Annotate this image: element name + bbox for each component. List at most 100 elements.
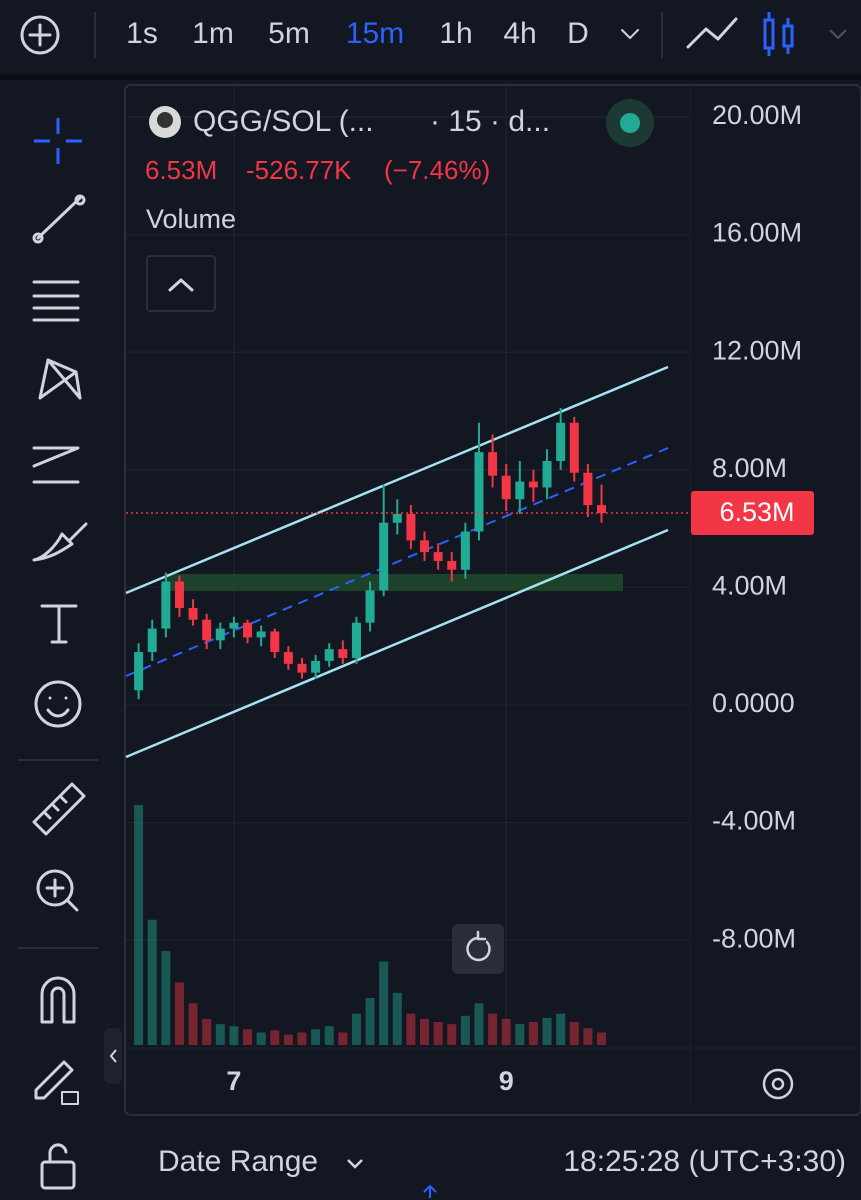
- candle-body: [215, 628, 225, 641]
- x-tick-label: 7: [226, 1066, 241, 1096]
- interval-button[interactable]: 15m: [346, 17, 404, 50]
- sidebar: [18, 118, 122, 1190]
- volume-bar: [528, 1022, 538, 1045]
- scroll-indicator: [423, 1184, 437, 1198]
- candle-body: [365, 590, 375, 623]
- chart-type-dropdown[interactable]: [829, 29, 847, 40]
- volume-bar: [311, 1029, 321, 1045]
- pattern-tool[interactable]: [38, 358, 82, 400]
- support-zone: [165, 574, 623, 591]
- candle-body: [556, 422, 566, 461]
- channel-upper: [125, 365, 669, 595]
- interval-button[interactable]: 1s: [126, 17, 158, 50]
- candle-body: [283, 652, 293, 664]
- interval-button[interactable]: 1m: [192, 17, 234, 50]
- interval-info: · 15 · d...: [430, 105, 550, 138]
- y-tick-label: 20.00M: [712, 100, 802, 130]
- interval-button[interactable]: D: [567, 17, 589, 50]
- lock-drawing-tool[interactable]: [34, 1060, 74, 1100]
- candle-body: [256, 631, 266, 638]
- reset-chart[interactable]: [452, 924, 504, 974]
- y-tick-label: -8.00M: [712, 923, 796, 953]
- brush-tool[interactable]: [32, 522, 88, 562]
- last-price-tag-label: 6.53M: [719, 497, 794, 527]
- candle-body: [583, 472, 593, 506]
- crosshair-tool[interactable]: [34, 118, 82, 164]
- divider: [0, 74, 861, 80]
- trendline-tool[interactable]: [36, 196, 82, 240]
- last-price-tag: [691, 491, 814, 536]
- y-tick-label: 4.00M: [712, 571, 787, 601]
- volume-bar: [406, 1013, 416, 1045]
- candle-body: [338, 649, 348, 658]
- candle-body: [501, 475, 511, 500]
- candle-body: [270, 631, 280, 653]
- volume-bar: [474, 1003, 484, 1045]
- change: -526.77K: [246, 155, 352, 185]
- prediction-tool[interactable]: [32, 446, 80, 484]
- candle-body: [379, 522, 389, 591]
- interval-button[interactable]: 1h: [439, 17, 472, 50]
- interval-button[interactable]: 4h: [503, 17, 536, 50]
- candle-body: [406, 513, 416, 541]
- date-range-dropdown[interactable]: [347, 1159, 363, 1169]
- candle-body: [147, 628, 157, 653]
- y-tick-label: 12.00M: [712, 335, 802, 365]
- volume-bar: [597, 1032, 607, 1045]
- candle-body: [351, 622, 361, 658]
- candle-body: [542, 460, 552, 488]
- candle-body: [229, 622, 239, 629]
- y-tick-label: -4.00M: [712, 806, 796, 836]
- volume-bar: [351, 1013, 361, 1045]
- candle-body: [392, 513, 402, 523]
- interval-dropdown[interactable]: [621, 29, 639, 39]
- candle-body: [174, 581, 184, 608]
- candle-body: [515, 481, 525, 500]
- add-button[interactable]: [20, 15, 60, 55]
- settings-button[interactable]: [762, 1068, 794, 1100]
- candle-body: [324, 649, 334, 661]
- candle-body: [597, 505, 607, 514]
- text-tool[interactable]: [40, 604, 78, 644]
- y-tick-label: 0.0000: [712, 688, 795, 718]
- candle-chart-button[interactable]: [763, 12, 794, 56]
- symbol[interactable]: QGG/SOL (...: [193, 105, 374, 138]
- zoom-tool[interactable]: [36, 869, 74, 907]
- volume-bar: [542, 1017, 552, 1045]
- volume-bar: [556, 1013, 566, 1045]
- candle-body: [161, 581, 171, 629]
- collapse-legend[interactable]: [146, 255, 216, 312]
- candle-body: [528, 481, 538, 488]
- magnet-tool[interactable]: [40, 976, 76, 1024]
- volume-bar: [202, 1018, 212, 1045]
- volume-bar: [134, 805, 144, 1045]
- volume-bar: [338, 1032, 348, 1045]
- date-range[interactable]: Date Range: [158, 1145, 318, 1178]
- candle-body: [297, 663, 307, 673]
- collapse-sidebar[interactable]: [104, 1028, 122, 1084]
- volume-bar: [297, 1032, 307, 1045]
- volume-bar: [460, 1015, 470, 1045]
- candle-body: [569, 422, 579, 473]
- y-tick-label: 8.00M: [712, 453, 787, 483]
- volume-bar: [501, 1018, 511, 1045]
- add-icon: [28, 23, 52, 47]
- volume-bar: [420, 1018, 430, 1045]
- ruler-tool[interactable]: [32, 782, 86, 836]
- candle-body: [447, 560, 457, 570]
- status-dot: [620, 113, 640, 133]
- volume-bar: [147, 919, 157, 1045]
- fib-tool[interactable]: [32, 280, 80, 322]
- emoji-tool[interactable]: [34, 680, 82, 728]
- unlock-tool[interactable]: [40, 1160, 76, 1190]
- clock: 18:25:28 (UTC+3:30): [563, 1145, 846, 1178]
- line-chart-button[interactable]: [686, 17, 738, 49]
- volume-bar: [283, 1034, 293, 1045]
- candle-body: [488, 452, 498, 476]
- volume-bar: [270, 1030, 280, 1045]
- candle-body: [243, 622, 253, 638]
- candle-body: [202, 619, 212, 641]
- interval-button[interactable]: 5m: [268, 17, 310, 50]
- y-tick-label: 16.00M: [712, 218, 802, 248]
